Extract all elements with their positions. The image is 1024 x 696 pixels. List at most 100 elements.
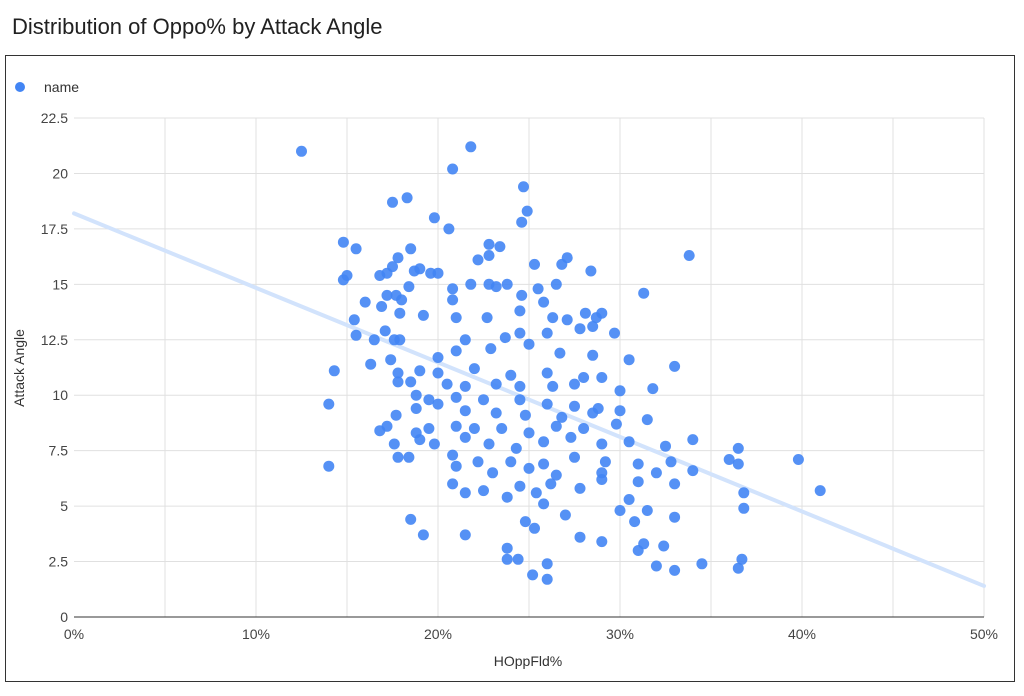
data-point: [432, 352, 444, 363]
legend[interactable]: name: [15, 79, 79, 95]
data-point: [518, 181, 529, 193]
data-point: [523, 462, 535, 474]
data-point: [541, 398, 553, 410]
data-point: [541, 573, 553, 585]
data-point: [623, 494, 635, 505]
data-point: [541, 558, 553, 570]
x-axis-title: HOppFld%: [494, 653, 562, 669]
data-point: [501, 553, 513, 565]
data-point: [323, 398, 335, 410]
data-point: [410, 403, 422, 414]
data-point: [650, 467, 662, 479]
data-point: [554, 347, 566, 359]
x-tick-label: 30%: [606, 626, 634, 642]
data-point: [428, 438, 440, 450]
data-point: [538, 458, 550, 470]
data-point: [523, 338, 535, 350]
data-point: [578, 372, 590, 383]
data-point: [390, 409, 402, 421]
y-tick-label: 2.5: [49, 554, 69, 570]
data-point: [629, 516, 641, 528]
data-point: [414, 365, 426, 377]
data-point: [401, 192, 413, 204]
data-point: [599, 456, 611, 468]
data-point: [732, 442, 744, 454]
data-point: [514, 480, 526, 492]
y-tick-label: 10: [52, 387, 68, 403]
data-point: [550, 469, 562, 481]
y-tick-label: 0: [60, 609, 68, 625]
data-point: [578, 423, 590, 434]
data-point: [450, 312, 462, 324]
data-point: [610, 418, 622, 430]
data-point: [660, 440, 671, 452]
data-point: [665, 456, 677, 468]
data-point: [501, 491, 513, 503]
data-point: [392, 252, 404, 264]
data-point: [596, 372, 608, 383]
data-point: [814, 485, 826, 497]
data-point: [658, 540, 670, 552]
data-point: [516, 289, 528, 301]
data-point: [496, 423, 508, 434]
data-point: [403, 281, 415, 293]
data-point: [408, 265, 420, 277]
data-point: [501, 278, 513, 290]
data-point: [392, 367, 404, 379]
data-point: [432, 398, 444, 410]
data-point: [519, 516, 531, 528]
data-point: [638, 538, 650, 550]
data-point: [574, 482, 586, 494]
data-point: [641, 414, 653, 426]
data-point: [523, 427, 535, 439]
y-tick-label: 20: [52, 165, 68, 181]
data-point: [687, 434, 699, 446]
data-point: [374, 425, 386, 437]
data-point: [550, 420, 562, 432]
data-point: [587, 321, 599, 332]
data-point: [485, 343, 497, 355]
data-point: [403, 451, 415, 463]
data-point: [385, 354, 397, 366]
data-point: [569, 400, 580, 412]
data-point: [450, 345, 462, 357]
data-point: [432, 367, 444, 379]
y-tick-label: 5: [60, 498, 68, 514]
data-point: [490, 281, 502, 293]
axes: 0% 10% 20% 30% 40% 50% 0 2.5 5 7.5 10 12.5 15 17.5 20 2…: [41, 110, 998, 642]
data-point: [732, 458, 744, 470]
data-point: [530, 487, 542, 499]
data-point: [574, 323, 586, 335]
data-point: [614, 405, 626, 417]
data-point: [376, 301, 388, 312]
data-point: [596, 474, 608, 485]
data-point: [647, 383, 659, 395]
data-point: [337, 236, 349, 248]
data-point: [423, 394, 435, 406]
data-point: [483, 238, 495, 250]
data-point: [514, 394, 526, 406]
data-point: [514, 327, 526, 339]
data-point: [505, 369, 517, 381]
data-point: [450, 460, 462, 472]
data-point: [547, 312, 559, 324]
data-point: [638, 287, 650, 299]
data-point: [417, 529, 429, 541]
data-point: [514, 380, 526, 392]
data-point: [723, 454, 735, 465]
data-point: [738, 502, 750, 514]
data-point: [428, 212, 440, 224]
y-tick-label: 22.5: [41, 110, 68, 126]
data-point: [585, 265, 597, 277]
data-point: [687, 465, 699, 477]
data-point: [547, 380, 559, 392]
data-point: [529, 258, 540, 270]
data-point: [459, 380, 471, 392]
data-point: [441, 378, 453, 390]
data-point: [669, 478, 681, 490]
data-point: [465, 141, 477, 153]
data-point: [490, 407, 502, 419]
data-point: [596, 536, 608, 548]
data-point: [556, 411, 568, 423]
data-point: [483, 250, 495, 261]
